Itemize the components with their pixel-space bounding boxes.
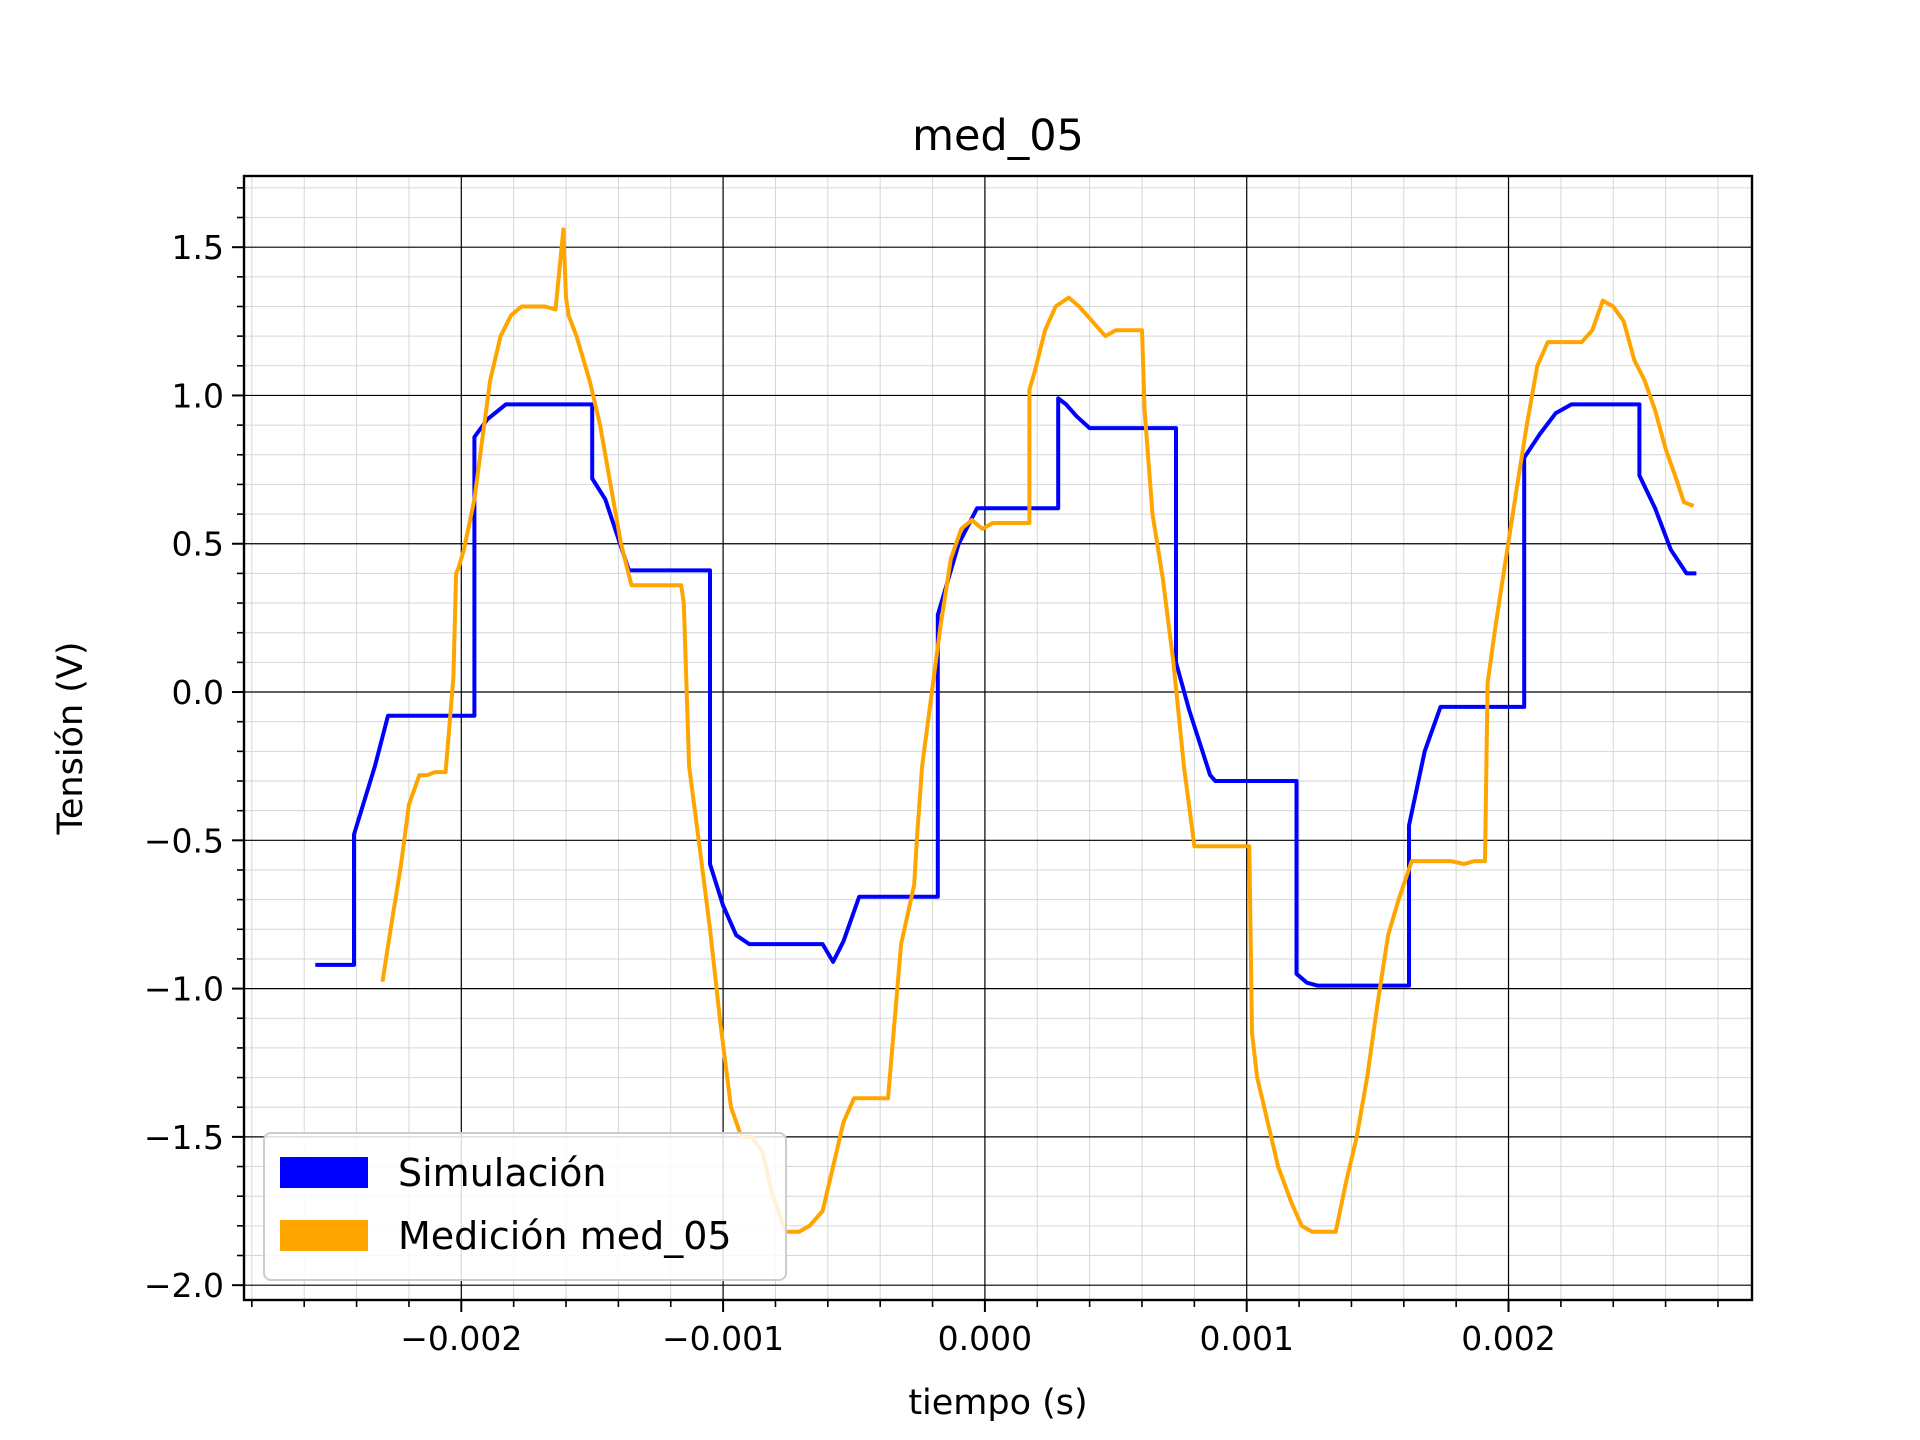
ticks [232,187,1719,1312]
y-tick-label: 1.0 [172,376,224,415]
tick-labels: −0.002 −0.001 0.000 0.001 0.002 −2.0 −1.5 −1.0 −… [144,228,1556,1358]
y-tick-label: −1.5 [144,1118,224,1157]
legend-swatch-simulacion [280,1157,368,1188]
y-tick-label: 0.0 [172,673,224,712]
x-tick-label: 0.002 [1461,1319,1555,1358]
y-axis-label: Tensión (V) [51,641,91,835]
plot-area [244,176,1752,1300]
chart-title: med_05 [912,111,1084,161]
x-tick-label: 0.000 [938,1319,1032,1358]
y-tick-label: 0.5 [172,525,224,564]
legend: Simulación Medición med_05 [263,1132,787,1281]
legend-box [263,1132,787,1281]
x-axis-label: tiempo (s) [908,1383,1087,1423]
x-tick-label: 0.001 [1199,1319,1293,1358]
legend-label-medicion: Medición med_05 [398,1214,732,1258]
y-tick-label: −0.5 [144,821,224,860]
series-layer [315,227,1697,1234]
x-tick-label: −0.002 [400,1319,522,1358]
minor-grid [244,176,1752,1300]
series-medicion-line [380,227,1695,1234]
x-tick-label: −0.001 [662,1319,784,1358]
y-tick-label: 1.5 [172,228,224,267]
legend-label-simulacion: Simulación [398,1151,606,1195]
legend-swatch-medicion [280,1220,368,1251]
plot-frame [242,174,1754,1302]
series-simulacion-line [315,396,1697,988]
y-tick-label: −1.0 [144,970,224,1009]
y-tick-label: −2.0 [144,1266,224,1305]
